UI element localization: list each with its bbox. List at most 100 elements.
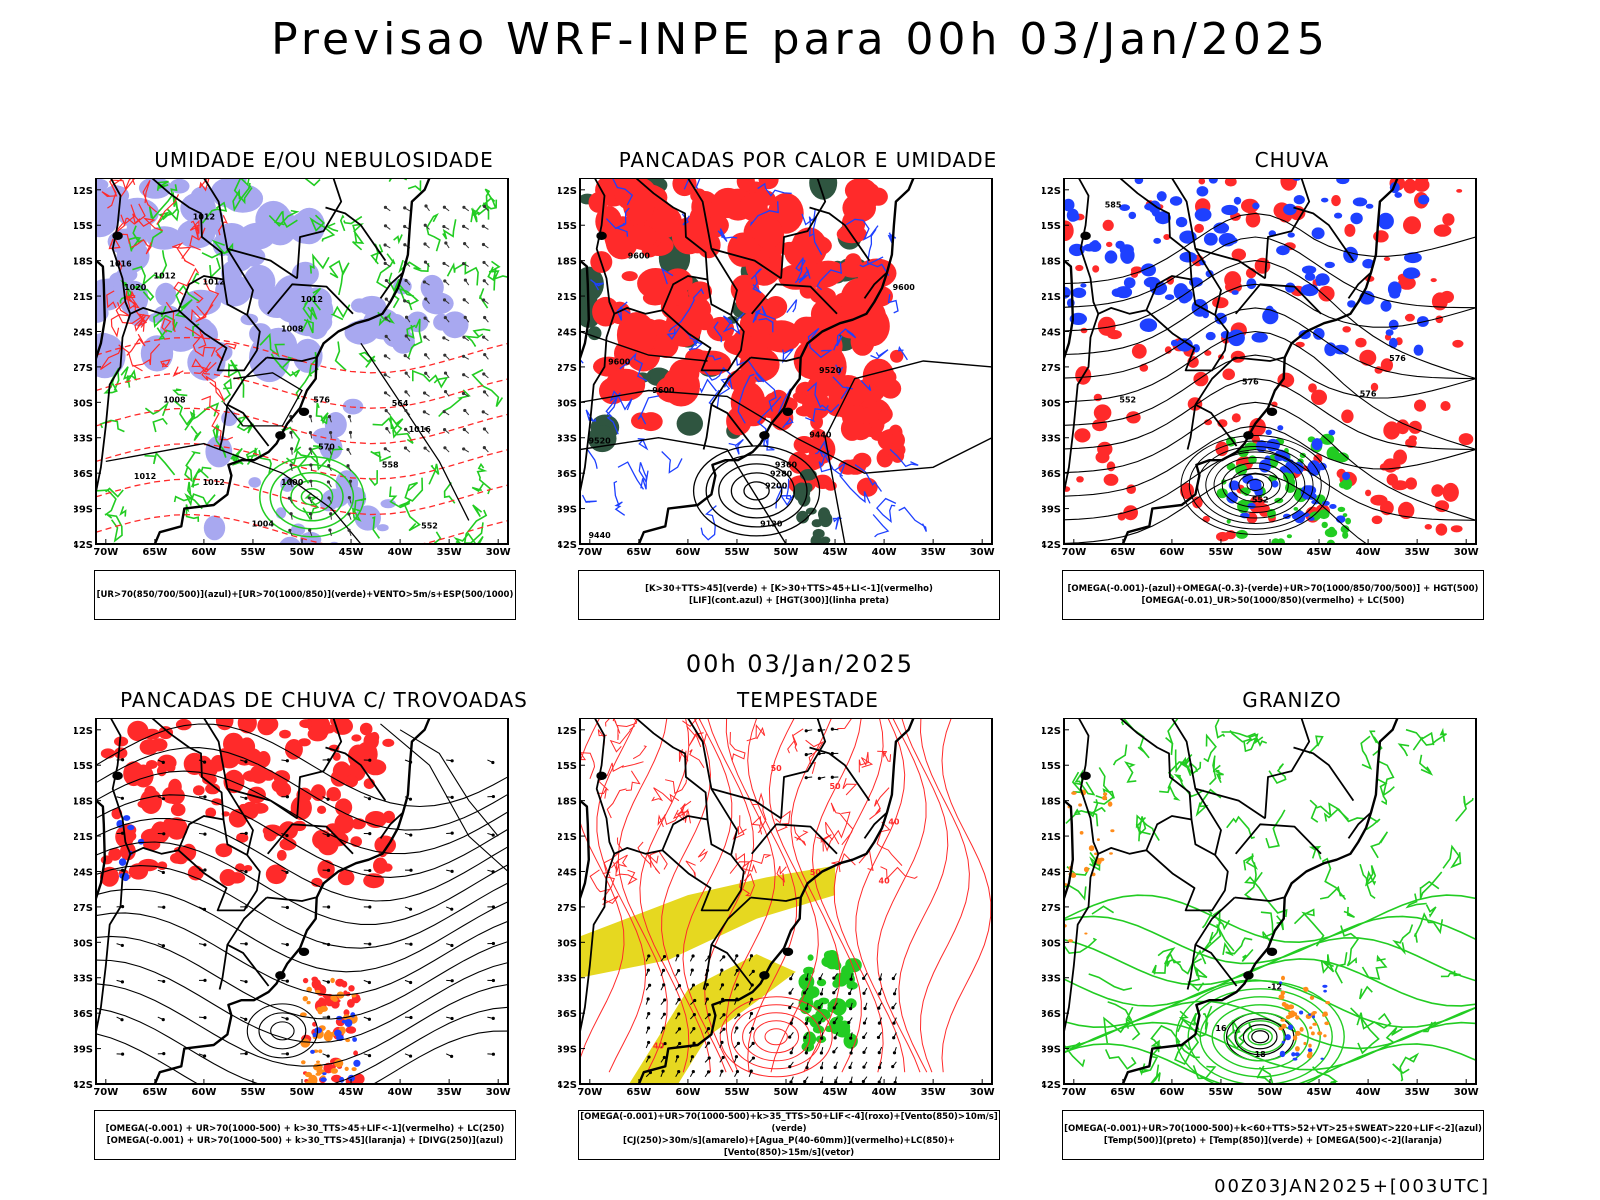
- wind-arrow-head: [408, 907, 413, 911]
- x-tick-label: 50W: [1258, 1087, 1283, 1098]
- omega-blue-shade-blob: [1251, 332, 1268, 343]
- panel-title: CHUVA: [1254, 148, 1330, 172]
- thickness-contours-north-segment: [107, 178, 117, 209]
- thunder-red-shade-blob: [127, 720, 149, 742]
- thunder-red-shade-blob: [284, 739, 303, 760]
- hgt300-low-ring: [730, 472, 783, 510]
- y-tick-label: 15S: [1042, 761, 1061, 772]
- lif-blue-contours-segment: [717, 228, 738, 242]
- wind-arrow-head: [491, 1052, 495, 1056]
- lc250-streamlines-line: [96, 912, 508, 996]
- lif-blue-contours-segment: [889, 448, 919, 468]
- water-contour-line: [682, 718, 733, 1073]
- water-contours-north-segment: [837, 718, 855, 730]
- wind-arrow-head: [677, 968, 681, 973]
- wind-arrow-head: [720, 1040, 724, 1044]
- panel4-label: 40: [888, 817, 900, 826]
- hgt500-line: [1064, 260, 1476, 380]
- wind-arrow-head: [481, 410, 485, 414]
- x-tick-label: 40W: [872, 547, 897, 558]
- wind-arrow-head: [789, 1021, 793, 1025]
- humidity-low-contours-segment: [259, 332, 285, 358]
- map-svg: 58557657657655255212S15S18S21S24S27S30S3…: [1042, 178, 1479, 558]
- humidity-low-contours-segment: [132, 250, 168, 287]
- x-tick-label: 70W: [577, 547, 602, 558]
- wind-arrow-head: [422, 410, 426, 414]
- water-contours-north-segment: [791, 734, 798, 752]
- coastline-east: [153, 718, 431, 1084]
- wind-arrow-head: [804, 752, 808, 757]
- lc250-streamlines-line: [96, 770, 508, 855]
- lif-blue-contours-segment: [585, 409, 597, 423]
- humidity-low-contours-segment: [370, 450, 392, 463]
- y-tick-label: 18S: [558, 257, 577, 268]
- hail-blue-blob: [1281, 1040, 1285, 1044]
- wind-arrow-head: [288, 528, 292, 532]
- thunder-orange-shade-blob: [300, 1012, 307, 1017]
- lake-1: [1266, 947, 1278, 956]
- y-tick-label: 36S: [558, 1009, 577, 1020]
- wind-arrow-head: [818, 977, 822, 981]
- li-red-shade-blob: [735, 289, 768, 315]
- x-tick-label: 35W: [1405, 1087, 1430, 1098]
- wind-arrow-head: [848, 1065, 852, 1070]
- divg-blue-shade-blob: [320, 1077, 327, 1082]
- humidity-low-contours-segment: [201, 239, 234, 259]
- omega-red-shade-blob: [1344, 223, 1356, 237]
- hgt300-low-ring: [718, 463, 796, 519]
- water-contours-north-segment: [732, 815, 747, 840]
- humidity-low-contours-segment: [476, 462, 491, 495]
- water-contours-north-segment: [787, 728, 804, 754]
- lake-2: [759, 971, 770, 980]
- wind-arrow-head: [646, 968, 650, 972]
- water-contours-north-segment: [596, 787, 608, 799]
- temp850-contours-segment: [1241, 948, 1254, 963]
- wind-arrow-head: [481, 224, 485, 228]
- lc250-streamlines-line: [96, 865, 508, 949]
- humidity-mid-shade-blob: [116, 240, 150, 272]
- y-tick-label: 39S: [74, 1045, 93, 1056]
- wind-arrow-head: [691, 983, 696, 987]
- lif-blue-contours-segment: [835, 364, 844, 375]
- wind-arrow-head: [481, 242, 486, 247]
- water-contours-north-segment: [820, 834, 832, 852]
- wind-arrow-head: [482, 279, 486, 283]
- thunder-red-shade-blob: [175, 718, 192, 731]
- humidity-mid-shade-blob: [187, 344, 226, 381]
- border-line-9: [809, 746, 871, 802]
- x-tick-label: 45W: [823, 1087, 848, 1098]
- lif-blue-contours-segment: [737, 373, 755, 424]
- wind-arrow-head: [491, 870, 495, 874]
- y-tick-label: 27S: [1042, 903, 1061, 914]
- wind-arrow-head: [404, 390, 408, 394]
- wind-arrow-head: [383, 447, 387, 451]
- thunder-red-shade-blob: [262, 718, 279, 733]
- temp850-lines: [1064, 894, 1476, 1084]
- wind-arrow-head: [384, 316, 388, 320]
- lif-blue-contours-segment: [585, 447, 598, 469]
- omega-blue-shade-blob: [1202, 310, 1209, 319]
- temp850-contours-segment: [1319, 885, 1345, 900]
- wind-arrow-head: [385, 427, 389, 431]
- coastline-west: [580, 799, 590, 902]
- wind850-green-shade-blob: [807, 986, 820, 998]
- lif-blue-contours-segment: [887, 294, 899, 314]
- panel5-label: 16: [1215, 1024, 1227, 1033]
- coastline-layer: [96, 718, 450, 1084]
- lc850-low-ring: [719, 996, 833, 1078]
- wind-arrow-head: [443, 390, 448, 394]
- y-tick-label: 15S: [74, 761, 93, 772]
- wind-arrow-head: [832, 976, 836, 980]
- thunder-red-shade-blob: [275, 782, 292, 798]
- omega500-orange-blob: [1311, 1031, 1315, 1036]
- border-line-7: [227, 787, 298, 820]
- omega-blue-shade-blob: [1233, 196, 1242, 205]
- li-red-shade-blob: [706, 316, 735, 342]
- omega-red-shade-blob: [1452, 339, 1464, 348]
- panel0-label: 564: [392, 399, 409, 408]
- wind-arrow-head: [244, 980, 248, 984]
- wind-arrow-head: [326, 1015, 331, 1019]
- panel1-label: 9600: [893, 283, 916, 292]
- coastline-east: [637, 718, 915, 1084]
- wind-arrow-head: [404, 315, 409, 319]
